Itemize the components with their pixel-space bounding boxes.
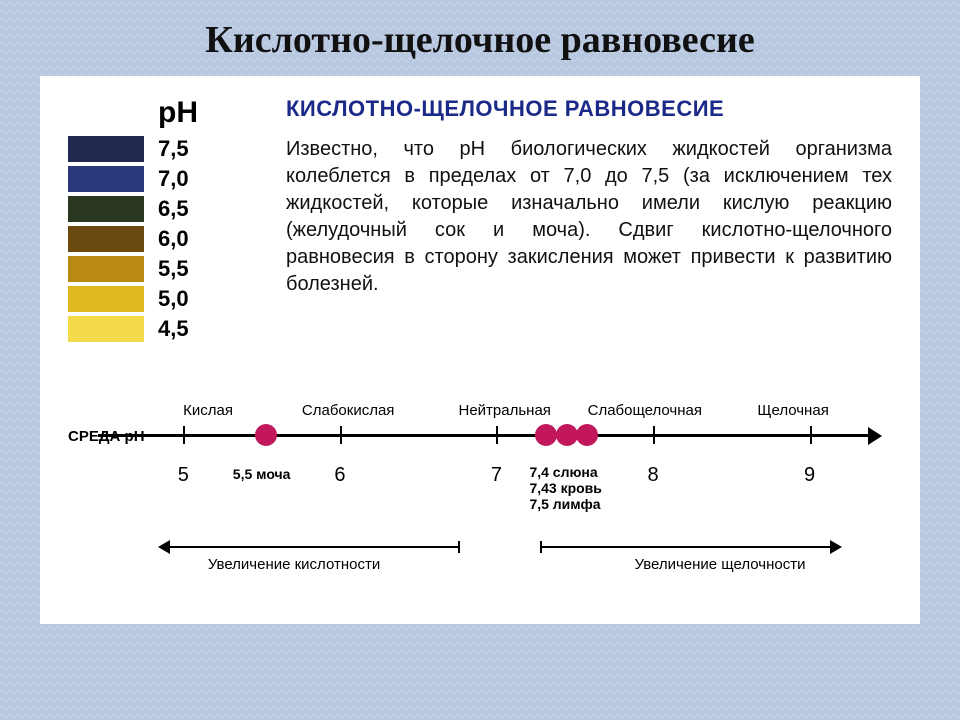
ph-swatch xyxy=(68,136,144,162)
acidity-increase-label: Увеличение кислотности xyxy=(208,556,380,573)
body-text: Известно, что pH биологических жидкостей… xyxy=(286,136,892,298)
ph-swatch xyxy=(68,166,144,192)
axis-tick-number: 9 xyxy=(804,464,815,487)
zone-label: Щелочная xyxy=(757,402,828,419)
ph-swatch xyxy=(68,256,144,282)
ph-swatch xyxy=(68,226,144,252)
ph-value: 4,5 xyxy=(158,316,189,342)
axis-tick xyxy=(810,426,812,444)
axis-tick xyxy=(340,426,342,444)
zone-label: Кислая xyxy=(183,402,233,419)
ph-swatch xyxy=(68,316,144,342)
ph-marker-dot xyxy=(255,424,277,446)
arrow-left-icon xyxy=(168,546,460,548)
axis-tick-number: 5 xyxy=(178,464,189,487)
ph-swatch xyxy=(68,286,144,312)
subtitle: КИСЛОТНО-ЩЕЛОЧНОЕ РАВНОВЕСИЕ xyxy=(286,96,892,122)
text-column: КИСЛОТНО-ЩЕЛОЧНОЕ РАВНОВЕСИЕ Известно, ч… xyxy=(286,96,892,346)
slide-title: Кислотно-щелочное равновесие xyxy=(0,0,960,76)
ph-value: 6,5 xyxy=(158,196,189,222)
axis-line xyxy=(98,434,872,437)
ph-row: 4,5 xyxy=(68,316,258,342)
ph-row: 6,5 xyxy=(68,196,258,222)
ph-value: 6,0 xyxy=(158,226,189,252)
ph-marker-dot xyxy=(535,424,557,446)
ph-row: 6,0 xyxy=(68,226,258,252)
zone-label: Нейтральная xyxy=(459,402,551,419)
axis-tick xyxy=(183,426,185,444)
bottom-arrows: Увеличение кислотности Увеличение щелочн… xyxy=(168,546,832,586)
axis-tick xyxy=(653,426,655,444)
ph-value: 5,5 xyxy=(158,256,189,282)
marker-label: 7,4 слюна xyxy=(529,464,597,480)
ph-row: 7,5 xyxy=(68,136,258,162)
axis-arrow-icon xyxy=(868,427,882,445)
ph-value: 7,0 xyxy=(158,166,189,192)
ph-color-column: pH 7,5 7,0 6,5 6,0 5,5 5,0 4,5 xyxy=(68,96,258,346)
marker-label: 5,5 моча xyxy=(233,466,291,482)
arrow-right-icon xyxy=(540,546,832,548)
zone-label: Слабощелочная xyxy=(588,402,702,419)
ph-marker-dot xyxy=(576,424,598,446)
axis-tick-number: 7 xyxy=(491,464,502,487)
ph-header: pH xyxy=(68,96,258,130)
ph-swatch xyxy=(68,196,144,222)
ph-row: 5,0 xyxy=(68,286,258,312)
alkalinity-increase-label: Увеличение щелочности xyxy=(635,556,806,573)
top-row: pH 7,5 7,0 6,5 6,0 5,5 5,0 4,5 КИСЛОТНО-ЩЕЛОЧН… xyxy=(68,96,892,346)
content-card: pH 7,5 7,0 6,5 6,0 5,5 5,0 4,5 КИСЛОТНО-ЩЕЛОЧН… xyxy=(40,76,920,624)
ph-row: 7,0 xyxy=(68,166,258,192)
ph-value: 7,5 xyxy=(158,136,189,162)
marker-label: 7,5 лимфа xyxy=(529,496,600,512)
marker-label: 7,43 кровь xyxy=(529,480,601,496)
axis-tick xyxy=(496,426,498,444)
zone-label: Слабокислая xyxy=(302,402,395,419)
ph-axis-diagram: СРЕДА pH КислаяСлабокислаяНейтральнаяСла… xyxy=(68,386,892,596)
ph-marker-dot xyxy=(556,424,578,446)
axis-tick-number: 8 xyxy=(647,464,658,487)
ph-row: 5,5 xyxy=(68,256,258,282)
axis-tick-number: 6 xyxy=(334,464,345,487)
ph-value: 5,0 xyxy=(158,286,189,312)
